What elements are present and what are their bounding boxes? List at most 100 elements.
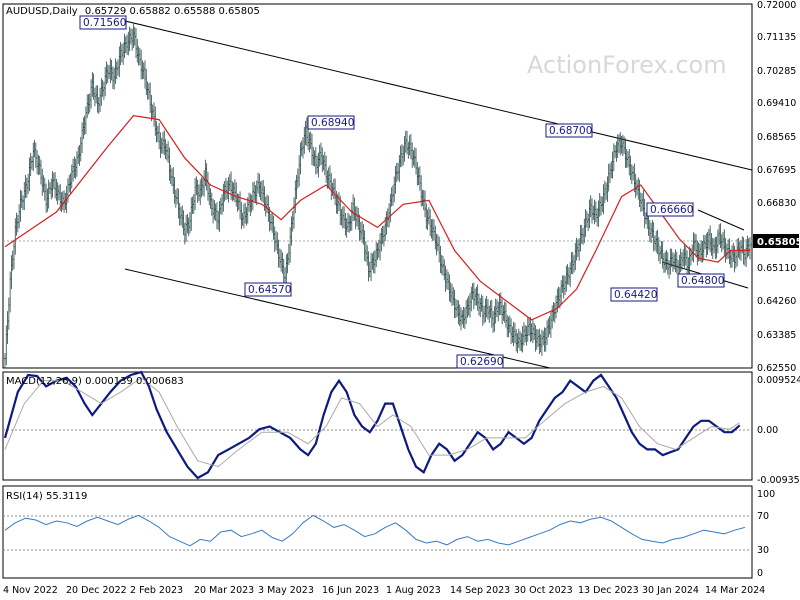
ohlc-bar: [32, 142, 35, 172]
ohlc-bar: [92, 73, 95, 100]
ohlc-bar: [589, 195, 592, 218]
ohlc-bar: [642, 190, 645, 216]
ohlc-bar: [137, 46, 140, 66]
rsi-title: RSI(14) 55.3119: [6, 491, 87, 502]
ohlc-bar: [527, 317, 531, 336]
ohlc-bar: [432, 219, 436, 241]
ohlc-bar: [513, 322, 517, 344]
ohlc-bar: [91, 72, 94, 97]
ohlc-bar: [359, 221, 363, 240]
ohlc-bar: [715, 236, 718, 259]
ohlc-bar: [281, 252, 284, 274]
ohlc-bar: [232, 182, 235, 201]
ohlc-bar: [100, 78, 103, 106]
ohlc-bar: [434, 225, 437, 250]
ohlc-bar: [457, 300, 460, 325]
x-tick: 3 May 2023: [258, 585, 314, 596]
ohlc-bar: [123, 33, 126, 58]
ohlc-bar: [603, 180, 607, 204]
ohlc-bar: [628, 148, 631, 176]
ohlc-bar: [256, 172, 260, 194]
ohlc-bar: [304, 120, 307, 146]
ohlc-bar: [651, 219, 654, 238]
symbol: AUDUSD,Daily: [6, 6, 78, 17]
upper-channel-line: [120, 19, 753, 171]
rsi-line: [4, 514, 746, 547]
ohlc-bar: [306, 127, 310, 151]
ohlc-bar: [540, 329, 544, 357]
ohlc-bar: [287, 243, 291, 266]
ohlc-bar: [403, 136, 406, 162]
ohlc-bar: [315, 155, 319, 174]
ohlc-bar: [3, 352, 7, 369]
price-y-axis: 0.72000 0.71135 0.70285 0.69410 0.68565 …: [757, 0, 796, 374]
ohlc-bar: [590, 198, 594, 224]
label-text: 0.66660: [650, 204, 693, 216]
ohlc-bar: [561, 275, 564, 293]
ohlc-bar: [249, 193, 252, 217]
ohlc-bar: [214, 203, 217, 221]
ohlc-bar: [414, 148, 418, 175]
ohlc-bar: [238, 191, 242, 220]
ohlc-bar: [473, 288, 477, 306]
ohlc-bar: [656, 229, 659, 255]
ohlc-bar: [205, 163, 208, 191]
ohlc-bar: [261, 179, 265, 203]
ohlc-bar: [404, 130, 407, 153]
ohlc-bar: [667, 260, 671, 279]
ohlc-bar: [524, 325, 527, 343]
label-box: [307, 115, 355, 130]
ohlc-bar: [57, 185, 61, 201]
ohlc-bar: [204, 159, 207, 187]
ohlc-bar: [675, 251, 678, 274]
ohlc-bar: [209, 188, 212, 209]
label-box: [79, 15, 127, 30]
ohlc-bar: [44, 183, 48, 214]
ohlc-bar: [224, 177, 228, 201]
x-tick: 2 Feb 2023: [130, 585, 183, 596]
ohlc-bar: [229, 171, 233, 200]
ohlc-bar: [299, 142, 302, 175]
ohlc-bar: [213, 200, 216, 220]
ohlc-bar: [463, 307, 467, 330]
ohlc-bar: [265, 194, 269, 214]
ohlc-bar: [720, 234, 723, 253]
ohlc-bar: [435, 233, 438, 256]
ohlc-bar: [89, 79, 93, 109]
ohlc-bar: [557, 286, 560, 308]
ohlc-bar: [586, 213, 590, 232]
ohlc-bar: [549, 311, 553, 338]
ohlc-bar: [197, 184, 201, 202]
ohlc-bar: [96, 85, 99, 113]
ohlc-bar: [196, 179, 199, 204]
ohlc-bar: [360, 221, 364, 243]
ohlc-bar: [227, 176, 230, 203]
ohlc-bar: [574, 242, 577, 271]
ohlc-bar: [734, 251, 738, 269]
ohlc-bar: [494, 298, 497, 324]
ohlc-bar: [495, 299, 499, 318]
y-tick: 0.67695: [757, 165, 796, 176]
ohlc-bar: [114, 58, 117, 84]
ohlc-bar: [608, 163, 612, 184]
ohlc-bar: [242, 203, 246, 229]
ohlc-bar: [191, 196, 194, 215]
ohlc-bar: [327, 167, 330, 188]
ohlc-bar: [105, 61, 108, 85]
ohlc-bar: [399, 145, 402, 168]
ohlc-bar: [529, 316, 532, 343]
ohlc-bar: [56, 182, 59, 205]
ohlc-bar: [109, 58, 112, 84]
ohlc-bar: [703, 235, 707, 250]
ohlc-bar: [598, 193, 601, 217]
ohlc-bar: [51, 171, 54, 198]
price-bars: [3, 23, 752, 369]
ohlc-bar: [375, 241, 378, 268]
ohlc-bar: [61, 191, 65, 211]
ohlc-bar: [409, 133, 413, 160]
ohlc-bar: [7, 297, 11, 330]
ohlc-bar: [467, 295, 470, 316]
ohlc-bar: [452, 287, 455, 306]
ohlc-bar: [175, 188, 179, 205]
ohlc-bar: [679, 248, 682, 273]
